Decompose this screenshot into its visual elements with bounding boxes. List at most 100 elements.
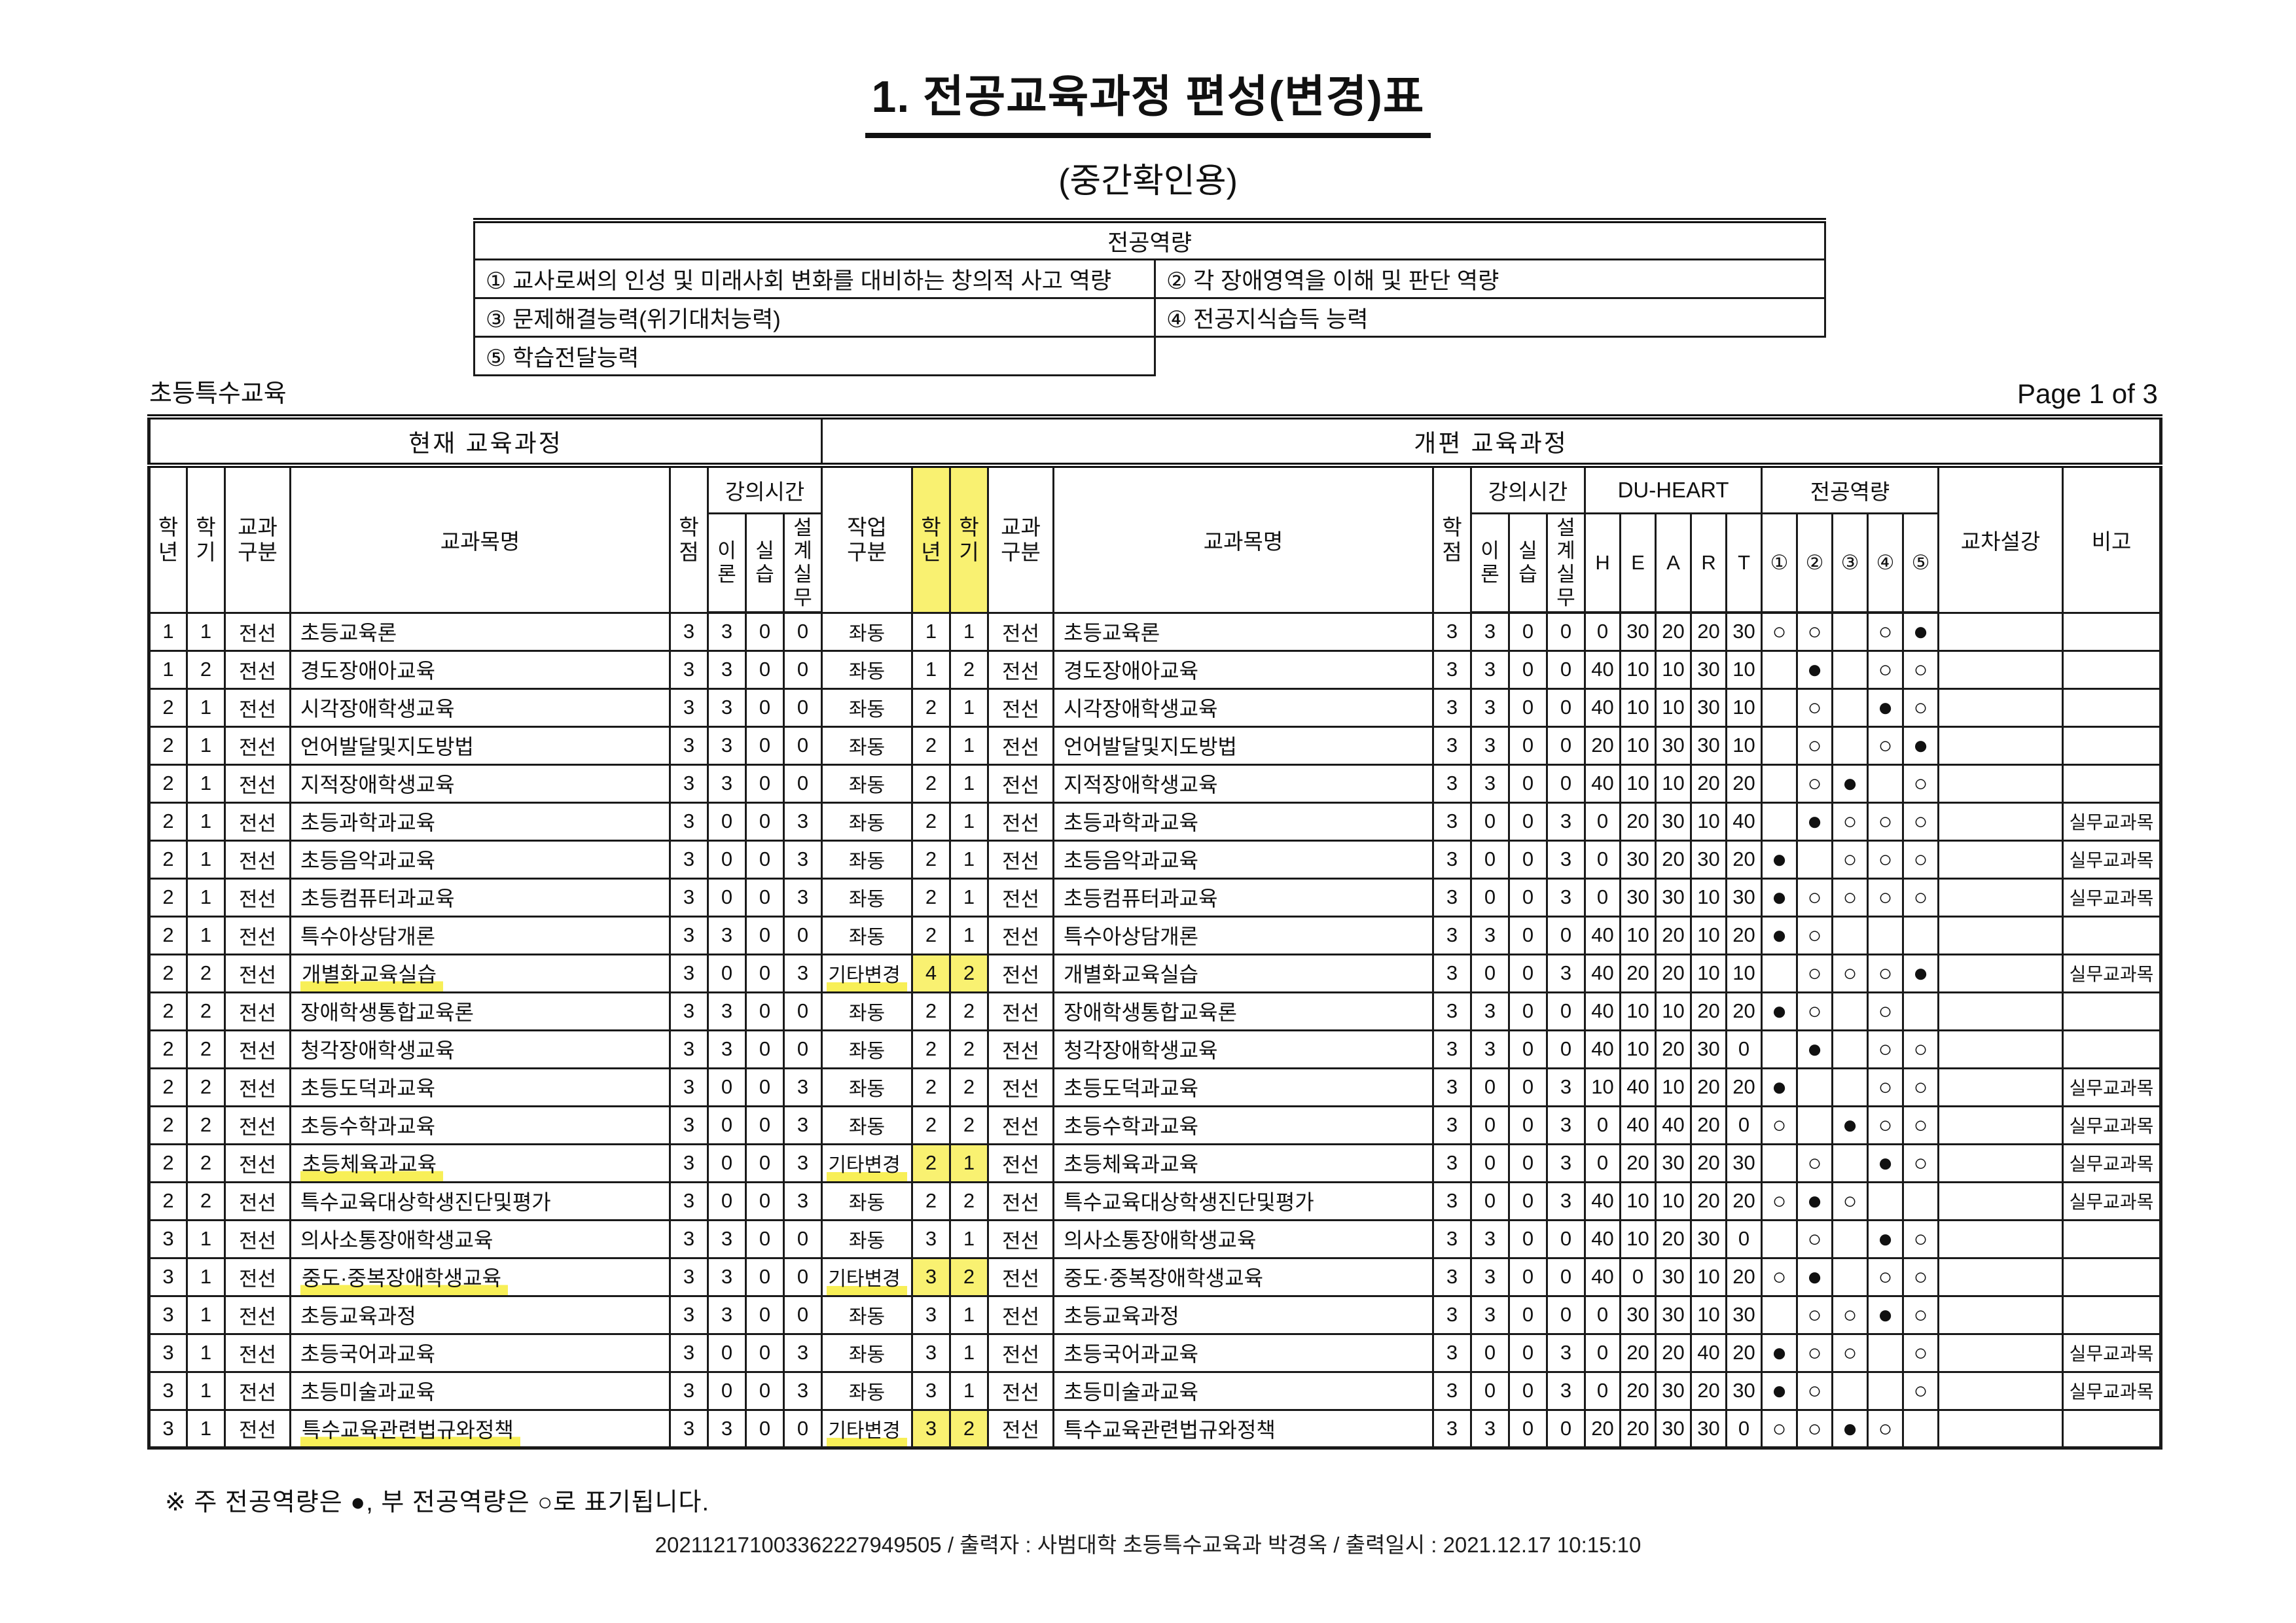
cell-course-name-revised: 특수교육대상학생진단및평가 bbox=[1052, 1181, 1435, 1221]
cell-design-revised: 0 bbox=[1546, 1029, 1587, 1069]
cell-heart-a: 20 bbox=[1655, 915, 1693, 955]
cell-design: 3 bbox=[782, 953, 823, 993]
cell-category: 전선 bbox=[224, 801, 291, 842]
cell-note bbox=[2062, 1294, 2162, 1335]
cell-competency-4: ○ bbox=[1867, 1408, 1905, 1449]
cell-theory: 3 bbox=[707, 725, 747, 766]
cell-competency-5: ● bbox=[1902, 953, 1940, 993]
cell-competency-4 bbox=[1867, 763, 1905, 804]
cell-year-revised: 2 bbox=[911, 725, 952, 766]
cell-semester: 2 bbox=[186, 649, 226, 690]
cell-year-revised: 2 bbox=[911, 1181, 952, 1221]
cell-cross-listing bbox=[1937, 1257, 2064, 1297]
cell-heart-h: 0 bbox=[1584, 611, 1622, 652]
cell-design: 0 bbox=[782, 725, 823, 766]
cell-category: 전선 bbox=[224, 915, 291, 955]
cell-semester-revised: 1 bbox=[949, 915, 990, 955]
cell-cross-listing bbox=[1937, 649, 2064, 690]
cell-semester: 2 bbox=[186, 953, 226, 993]
cell-theory-revised: 0 bbox=[1470, 877, 1511, 918]
cell-semester-revised: 1 bbox=[949, 1332, 990, 1373]
cell-credit-revised: 3 bbox=[1432, 1408, 1473, 1449]
cell-cross-listing bbox=[1937, 915, 2064, 955]
cell-theory: 0 bbox=[707, 1067, 747, 1107]
cell-year: 3 bbox=[148, 1408, 188, 1449]
cell-cross-listing bbox=[1937, 1105, 2064, 1145]
col-heart-t: T bbox=[1725, 512, 1763, 614]
cell-cross-listing bbox=[1937, 801, 2064, 842]
cell-design: 0 bbox=[782, 991, 823, 1031]
cell-heart-e: 40 bbox=[1619, 1067, 1657, 1107]
cell-competency-4: ● bbox=[1867, 687, 1905, 728]
cell-heart-e: 20 bbox=[1619, 1370, 1657, 1411]
cell-practice: 0 bbox=[745, 1105, 785, 1145]
cell-competency-5: ○ bbox=[1902, 877, 1940, 918]
cell-heart-a: 20 bbox=[1655, 1332, 1693, 1373]
cell-heart-t: 10 bbox=[1725, 953, 1763, 993]
cell-competency-3: ○ bbox=[1831, 801, 1869, 842]
col-course-name: 교과목명 bbox=[289, 464, 671, 614]
cell-credit: 3 bbox=[669, 915, 709, 955]
print-info: 202112171003362227949505 / 출력자 : 사범대학 초등… bbox=[655, 1533, 1641, 1557]
cell-course-name-revised: 초등도덕과교육 bbox=[1052, 1067, 1435, 1107]
cell-practice: 0 bbox=[745, 611, 785, 652]
cell-heart-e: 10 bbox=[1619, 1029, 1657, 1069]
cell-practice-revised: 0 bbox=[1508, 877, 1549, 918]
cell-competency-3: ○ bbox=[1831, 877, 1869, 918]
cell-category: 전선 bbox=[224, 953, 291, 993]
course-row: 2 2 전선 초등도덕과교육 3 0 0 3 좌동 2 2 전선 초등도덕과교육 3 0 0 3 10 40 10 20… bbox=[148, 1067, 2162, 1107]
cell-category: 전선 bbox=[224, 1257, 291, 1297]
cell-practice: 0 bbox=[745, 1370, 785, 1411]
cell-competency-1 bbox=[1761, 801, 1799, 842]
competency-box-title: 전공역량 bbox=[473, 218, 1826, 260]
cell-design-revised: 3 bbox=[1546, 839, 1587, 880]
cell-credit: 3 bbox=[669, 1257, 709, 1297]
cell-competency-4: ○ bbox=[1867, 991, 1905, 1031]
cell-semester-revised: 1 bbox=[949, 1219, 990, 1259]
cell-practice: 0 bbox=[745, 687, 785, 728]
cell-heart-a: 20 bbox=[1655, 953, 1693, 993]
cell-category-revised: 전선 bbox=[987, 649, 1055, 690]
cell-category: 전선 bbox=[224, 687, 291, 728]
cell-heart-t: 0 bbox=[1725, 1105, 1763, 1145]
cell-semester-revised: 1 bbox=[949, 801, 990, 842]
cell-course-name: 초등컴퓨터과교육 bbox=[289, 877, 671, 918]
cell-theory-revised: 0 bbox=[1470, 1181, 1511, 1221]
cell-practice-revised: 0 bbox=[1508, 725, 1549, 766]
cell-heart-r: 30 bbox=[1690, 1029, 1728, 1069]
cell-heart-t: 20 bbox=[1725, 763, 1763, 804]
competency-box: 전공역량 ① 교사로써의 인성 및 미래사회 변화를 대비하는 창의적 사고 역… bbox=[473, 218, 1826, 376]
cell-design: 0 bbox=[782, 1219, 823, 1259]
cell-credit-revised: 3 bbox=[1432, 687, 1473, 728]
cell-credit: 3 bbox=[669, 611, 709, 652]
cell-practice-revised: 0 bbox=[1508, 611, 1549, 652]
cell-heart-r: 10 bbox=[1690, 1294, 1728, 1335]
cell-design-revised: 3 bbox=[1546, 1143, 1587, 1183]
cell-competency-1: ● bbox=[1761, 877, 1799, 918]
cell-heart-a: 30 bbox=[1655, 725, 1693, 766]
cell-category-revised: 전선 bbox=[987, 725, 1055, 766]
cell-heart-t: 10 bbox=[1725, 725, 1763, 766]
cell-heart-r: 10 bbox=[1690, 1257, 1728, 1297]
cell-theory: 3 bbox=[707, 649, 747, 690]
cell-theory: 3 bbox=[707, 1408, 747, 1449]
cell-credit: 3 bbox=[669, 1408, 709, 1449]
cell-theory-revised: 0 bbox=[1470, 1332, 1511, 1373]
cell-heart-e: 10 bbox=[1619, 725, 1657, 766]
cell-course-name-revised: 경도장애아교육 bbox=[1052, 649, 1435, 690]
cell-practice: 0 bbox=[745, 1029, 785, 1069]
cell-semester: 2 bbox=[186, 1105, 226, 1145]
cell-credit: 3 bbox=[669, 1181, 709, 1221]
cell-competency-1 bbox=[1761, 687, 1799, 728]
cell-year: 3 bbox=[148, 1370, 188, 1411]
cell-year: 2 bbox=[148, 1067, 188, 1107]
cell-heart-e: 30 bbox=[1619, 611, 1657, 652]
cell-competency-3 bbox=[1831, 1370, 1869, 1411]
cell-year-revised: 1 bbox=[911, 649, 952, 690]
cell-year: 2 bbox=[148, 1029, 188, 1069]
cell-heart-e: 10 bbox=[1619, 915, 1657, 955]
cell-course-name: 초등교육과정 bbox=[289, 1294, 671, 1335]
cell-year-revised: 3 bbox=[911, 1408, 952, 1449]
cell-course-name: 경도장애아교육 bbox=[289, 649, 671, 690]
cell-competency-2: ○ bbox=[1796, 725, 1834, 766]
